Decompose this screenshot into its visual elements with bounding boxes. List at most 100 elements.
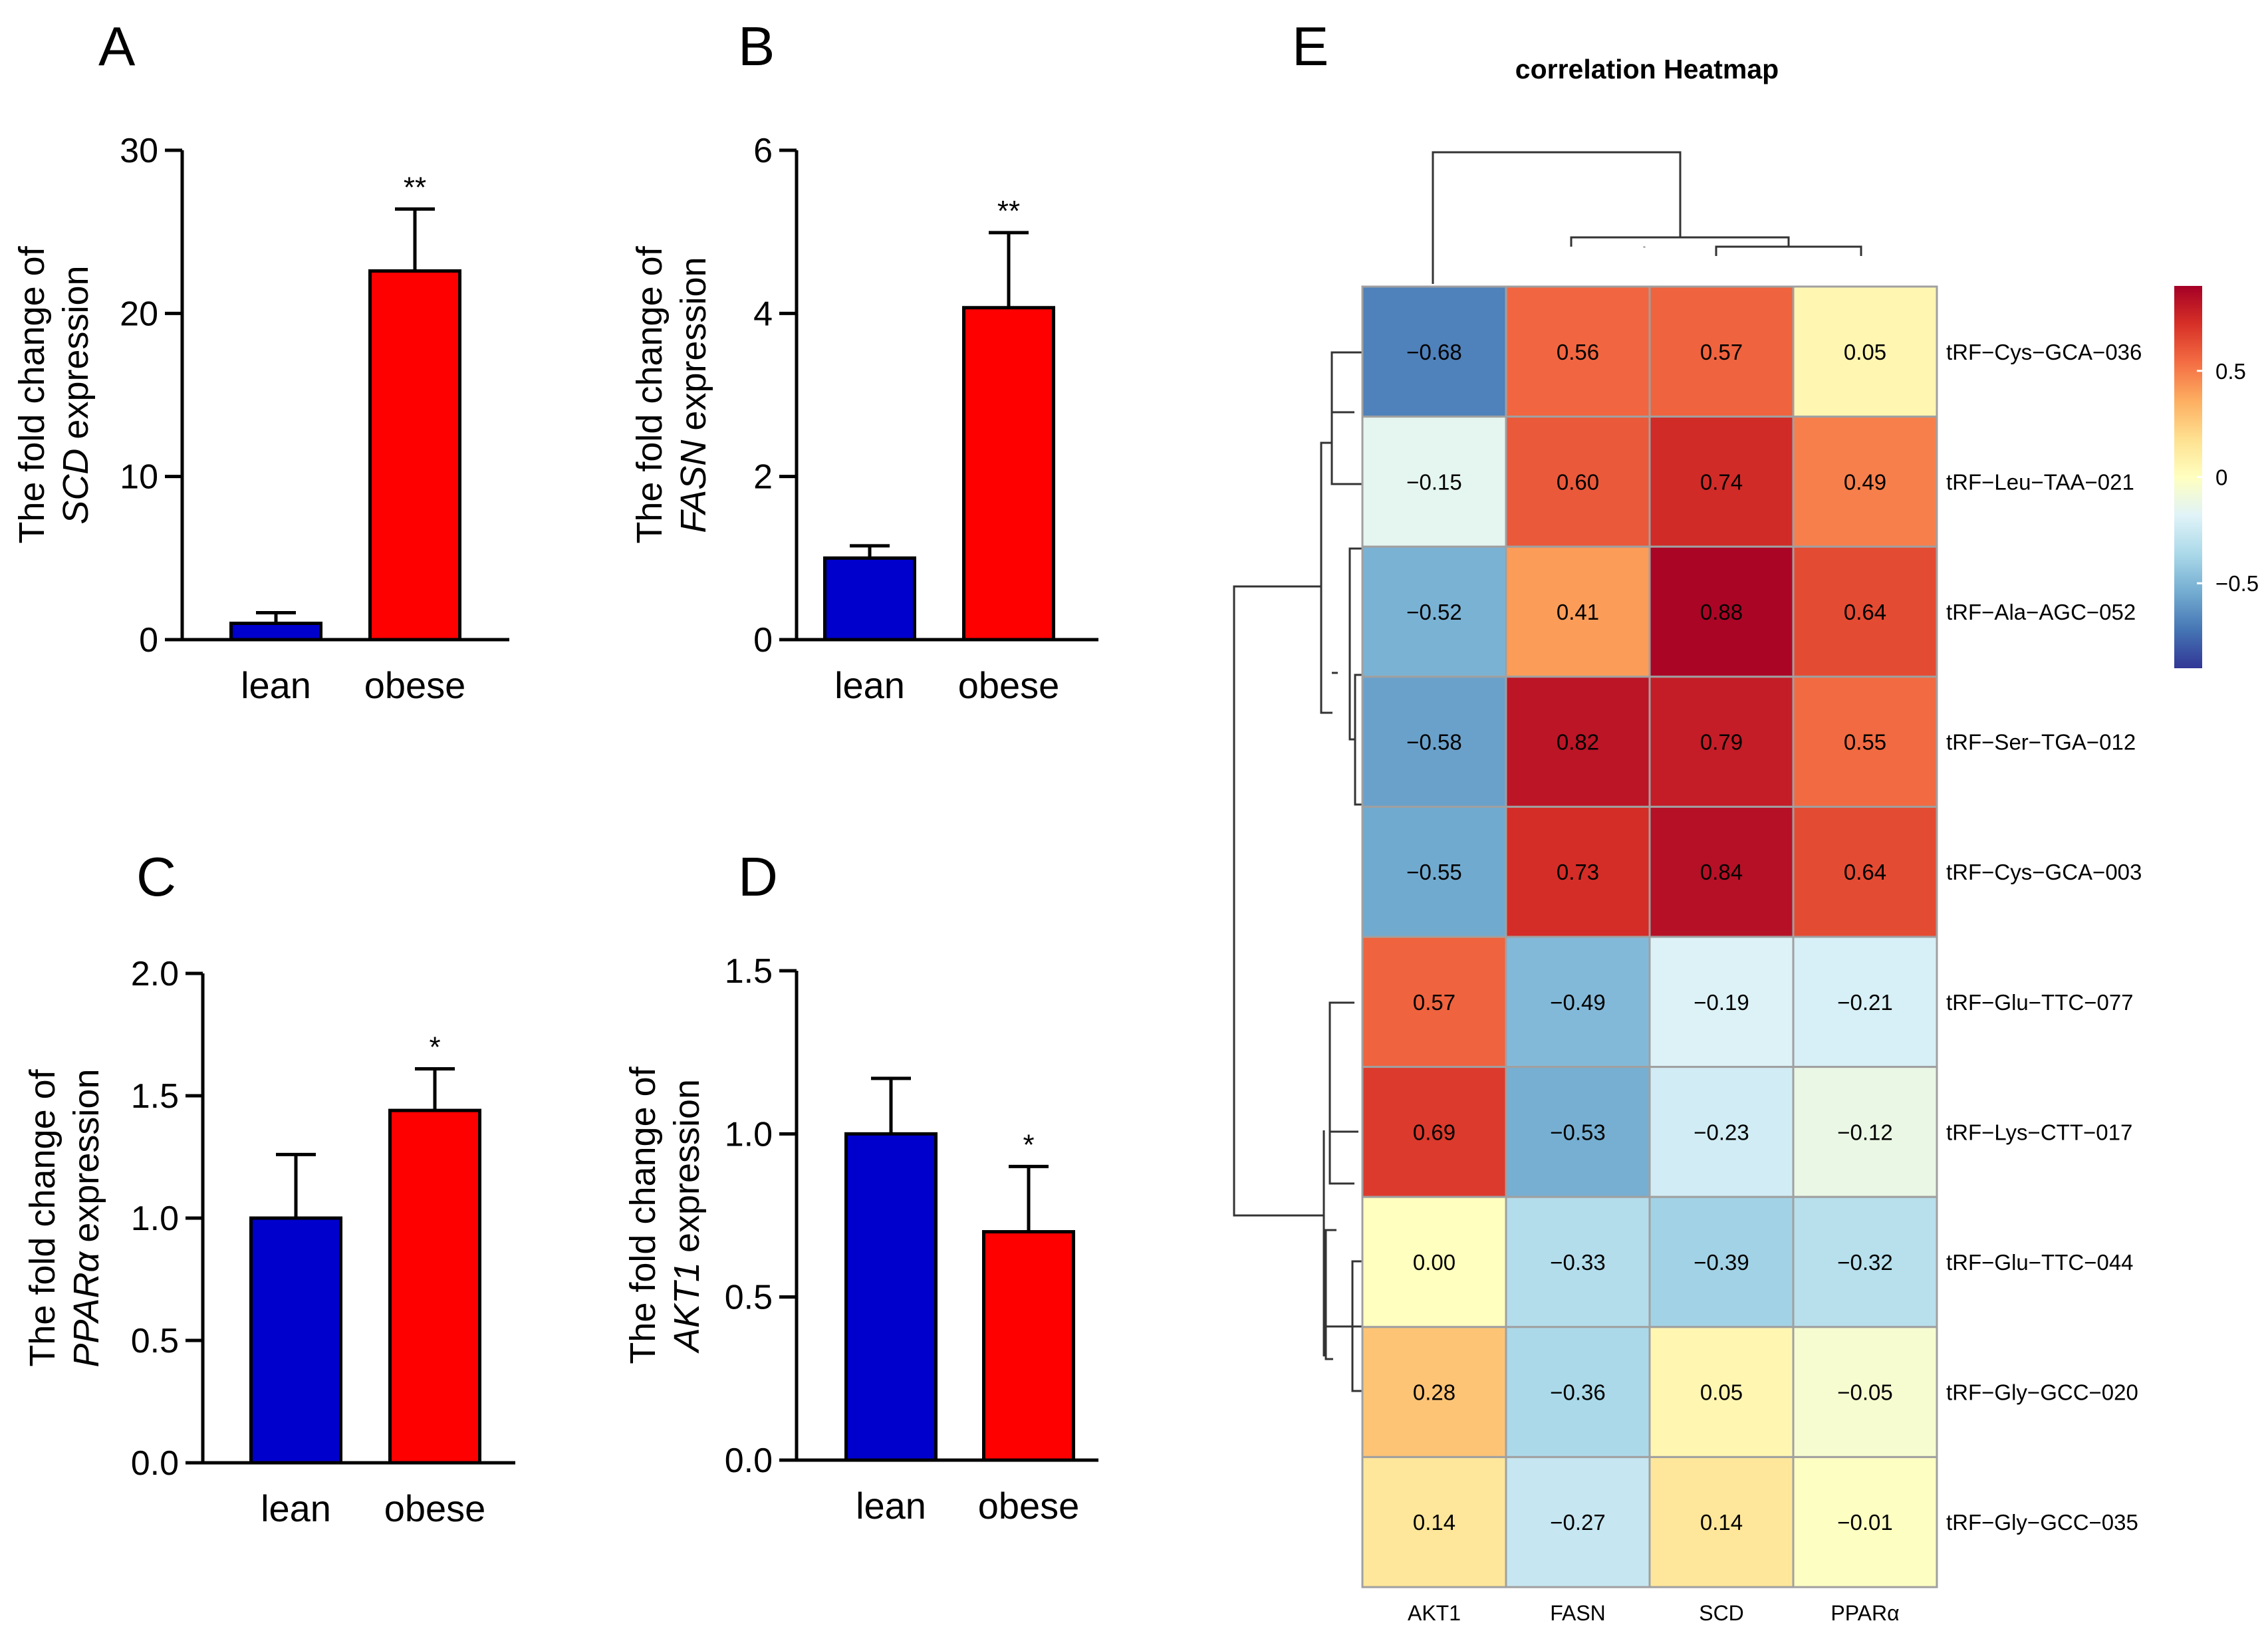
panel-letter-d: D xyxy=(738,846,778,908)
bar-obese xyxy=(982,1230,1075,1462)
heatmap-title: correlation Heatmap xyxy=(1515,54,1779,84)
heatmap-cell-value: −0.33 xyxy=(1550,1250,1606,1275)
heatmap-cell-value: −0.58 xyxy=(1406,730,1462,755)
heatmap-row-label: tRF−Cys−GCA−003 xyxy=(1946,860,2142,884)
y-tick-label: 30 xyxy=(120,132,158,170)
y-tick-label: 0.5 xyxy=(725,1279,773,1317)
category-label: lean xyxy=(856,1485,926,1527)
y-axis-label-line2: SCD expression xyxy=(56,265,96,524)
heatmap-cell xyxy=(1648,1195,1795,1328)
heatmap-cell-value: −0.05 xyxy=(1837,1380,1893,1405)
heatmap-cell-value: 0.56 xyxy=(1557,340,1599,364)
heatmap-cell xyxy=(1792,1455,1938,1588)
bar-chart-pparalpha: 0.0 0.5 1.0 1.5 2.0 lean obese * The fold change… xyxy=(23,955,515,1529)
heatmap-cell xyxy=(1361,1195,1507,1328)
heatmap-cell-value: −0.49 xyxy=(1550,990,1606,1015)
heatmap-row-label: tRF−Ser−TGA−012 xyxy=(1946,730,2136,755)
heatmap-cell xyxy=(1361,1066,1507,1198)
colorbar: 0.5 0 −0.5 xyxy=(2174,286,2259,668)
y-axis-label-line2: FASN expression xyxy=(674,257,713,533)
heatmap-cell xyxy=(1648,936,1795,1068)
colorbar-tick-label: −0.5 xyxy=(2215,571,2259,596)
heatmap-cell xyxy=(1792,676,1938,808)
heatmap-column-label: FASN xyxy=(1550,1601,1606,1625)
heatmap-cell-value: −0.21 xyxy=(1837,990,1893,1015)
heatmap-cell-value: 0.55 xyxy=(1844,730,1886,755)
heatmap-cell xyxy=(1792,285,1938,418)
dendrograms xyxy=(1233,151,1862,1392)
heatmap-cell xyxy=(1361,936,1507,1068)
y-tick-label: 1.5 xyxy=(725,952,773,991)
category-label: lean xyxy=(261,1487,331,1529)
heatmap-cell xyxy=(1648,1066,1795,1198)
heatmap-cell xyxy=(1361,1326,1507,1458)
heatmap-cell xyxy=(1792,936,1938,1068)
heatmap-cell-value: 0.05 xyxy=(1844,340,1886,364)
heatmap-cell-value: 0.82 xyxy=(1557,730,1599,755)
heatmap-column-label: SCD xyxy=(1699,1601,1744,1625)
heatmap-cell xyxy=(1361,545,1507,678)
heatmap-cell-value: −0.01 xyxy=(1837,1510,1893,1535)
y-tick-label: 4 xyxy=(753,295,773,333)
y-axis-label-line1: The fold change of xyxy=(623,1066,663,1364)
heatmap-cell-value: 0.74 xyxy=(1700,469,1743,494)
gene-name: SCD xyxy=(56,449,96,525)
heatmap-cell-value: 0.84 xyxy=(1700,860,1743,884)
heatmap-cell xyxy=(1792,1066,1938,1198)
heatmap-cell-value: −0.19 xyxy=(1694,990,1749,1015)
panel-letter-c: C xyxy=(136,846,176,908)
y-axis-label-suffix: expression xyxy=(667,1079,707,1253)
heatmap-cell-value: 0.69 xyxy=(1413,1120,1455,1144)
heatmap-cell xyxy=(1792,416,1938,548)
heatmap-cell-value: −0.23 xyxy=(1694,1120,1749,1144)
heatmap-cell-value: −0.55 xyxy=(1406,860,1462,884)
bar-chart-fasn: 0 2 4 6 lean obese ** The fold change of FASN exp… xyxy=(630,132,1098,706)
category-label: lean xyxy=(834,664,905,706)
heatmap-cell-value: −0.39 xyxy=(1694,1250,1749,1275)
y-tick-label: 1.0 xyxy=(725,1115,773,1154)
y-axis-label-suffix: expression xyxy=(674,257,713,430)
significance-marker: * xyxy=(429,1031,440,1064)
heatmap-cell xyxy=(1505,1326,1651,1458)
heatmap-column-label: AKT1 xyxy=(1408,1601,1461,1625)
y-tick-label: 2 xyxy=(753,458,773,497)
heatmap-cell xyxy=(1648,416,1795,548)
y-axis-label-line2: PPARα expression xyxy=(66,1069,106,1368)
heatmap-cell-value: 0.64 xyxy=(1844,860,1886,884)
y-tick-label: 1.5 xyxy=(131,1077,179,1116)
heatmap-cell xyxy=(1505,545,1651,678)
heatmap-cell-value: 0.05 xyxy=(1700,1380,1743,1405)
heatmap-row-label: tRF−Glu−TTC−044 xyxy=(1946,1250,2134,1275)
heatmap-cell-value: −0.36 xyxy=(1550,1380,1606,1405)
y-axis-label-line1: The fold change of xyxy=(630,245,670,543)
heatmap-cell xyxy=(1505,285,1651,418)
heatmap-cell xyxy=(1648,285,1795,418)
heatmap-cell xyxy=(1792,545,1938,678)
category-label: obese xyxy=(364,664,466,706)
bar-obese xyxy=(368,269,461,642)
heatmap-cell-value: 0.88 xyxy=(1700,600,1743,624)
significance-marker: ** xyxy=(404,171,426,203)
heatmap-cell xyxy=(1361,285,1507,418)
y-axis-label-line1: The fold change of xyxy=(23,1068,63,1366)
bar-obese xyxy=(962,306,1055,642)
heatmap-cell xyxy=(1505,1455,1651,1588)
heatmap-cell xyxy=(1648,545,1795,678)
heatmap-cell-value: 0.60 xyxy=(1557,469,1599,494)
heatmap-cell xyxy=(1648,1455,1795,1588)
y-tick-label: 0.0 xyxy=(725,1442,773,1480)
y-tick-label: 0.0 xyxy=(131,1444,179,1483)
heatmap-cell xyxy=(1792,805,1938,938)
heatmap-column-labels: AKT1 FASN SCD PPARα xyxy=(1408,1601,1900,1625)
panel-letter-a: A xyxy=(98,15,136,77)
heatmap-cell-value: −0.52 xyxy=(1406,600,1462,624)
y-tick-label: 10 xyxy=(120,458,158,497)
heatmap-row-label: tRF−Ala−AGC−052 xyxy=(1946,600,2136,624)
heatmap-cell-value: 0.28 xyxy=(1413,1380,1455,1405)
heatmap-cell-value: 0.41 xyxy=(1557,600,1599,624)
panel-letter-b: B xyxy=(738,15,775,77)
heatmap-cell-value: 0.49 xyxy=(1844,469,1886,494)
heatmap-column-label: PPARα xyxy=(1830,1601,1899,1625)
bar-lean xyxy=(823,556,916,642)
